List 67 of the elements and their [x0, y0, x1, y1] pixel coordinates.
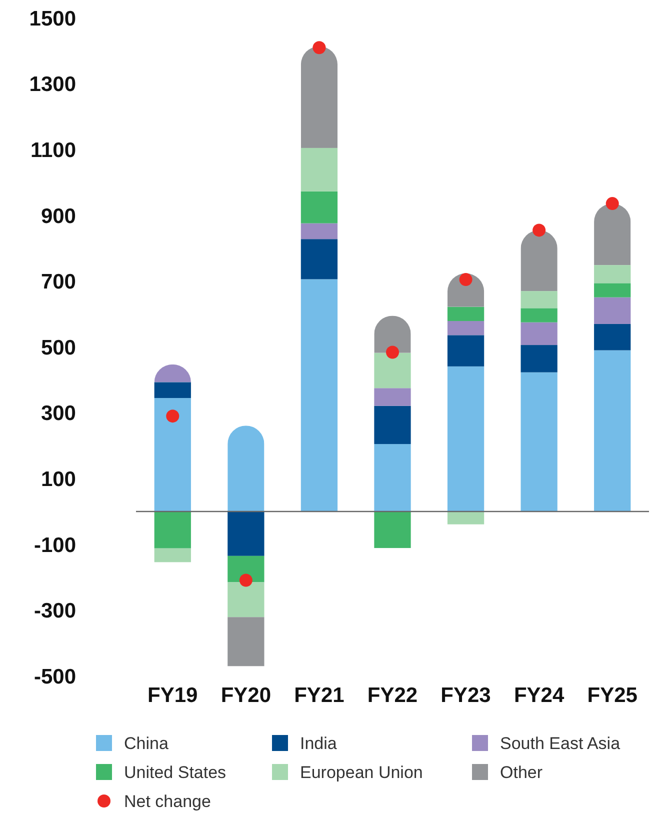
legend-label: India [300, 734, 338, 753]
bar [594, 297, 631, 324]
point [312, 41, 326, 54]
legend-label: Net change [124, 792, 211, 811]
bar [300, 46, 338, 148]
bar [154, 398, 191, 512]
bar [154, 382, 191, 398]
point [532, 224, 546, 237]
bar [520, 372, 558, 512]
y-tick-label: -100 [34, 534, 76, 557]
bar [447, 366, 484, 512]
y-tick-label: 1100 [30, 138, 76, 162]
x-tick-label: FY19 [148, 684, 198, 707]
bar [228, 617, 264, 666]
legend-label: Other [500, 762, 543, 782]
y-tick-label: 300 [40, 402, 76, 426]
bar [594, 350, 631, 512]
legend-label: China [124, 734, 169, 753]
bar [374, 352, 411, 388]
bar [374, 444, 411, 512]
y-tick-label: 500 [40, 336, 76, 360]
bar [447, 306, 484, 322]
bar [447, 512, 484, 524]
bar [520, 345, 558, 372]
x-tick-label: FY21 [294, 684, 345, 707]
point [606, 197, 619, 210]
bar [594, 265, 631, 284]
bar [228, 512, 264, 556]
bar [300, 148, 338, 192]
bar [300, 239, 338, 280]
y-tick-label: -500 [34, 665, 76, 688]
bar [228, 556, 264, 582]
point [386, 346, 399, 359]
bar [154, 512, 191, 548]
y-tick-label: 100 [40, 468, 76, 491]
bar [154, 548, 191, 562]
y-tick-label: 900 [40, 204, 76, 228]
bar [447, 321, 484, 336]
bar [300, 191, 338, 224]
x-tick-label: FY23 [440, 684, 491, 707]
y-tick-label: 1500 [29, 7, 76, 30]
point [166, 410, 180, 423]
y-tick-label: 700 [40, 270, 76, 294]
bar [520, 322, 558, 346]
bar [520, 291, 558, 308]
bar [374, 406, 411, 444]
x-tick-label: FY20 [220, 684, 272, 707]
x-tick-label: FY25 [587, 684, 638, 707]
legend-label: South East Asia [500, 734, 621, 753]
x-tick-label: FY22 [367, 684, 418, 707]
point [459, 273, 472, 286]
bar [594, 324, 631, 350]
bar [520, 308, 558, 322]
bar [300, 223, 338, 240]
bar [374, 388, 411, 406]
y-tick-label: -300 [34, 600, 76, 623]
x-tick-label: FY24 [514, 684, 564, 707]
bar [594, 283, 631, 298]
bar [447, 335, 484, 366]
bar [300, 279, 338, 512]
legend-label: United States [124, 762, 226, 782]
bar [374, 512, 411, 548]
y-tick-label: 1300 [29, 73, 76, 96]
bar [228, 426, 264, 512]
bar [228, 582, 264, 618]
legend-label: European Union [300, 762, 423, 782]
point [239, 574, 252, 587]
